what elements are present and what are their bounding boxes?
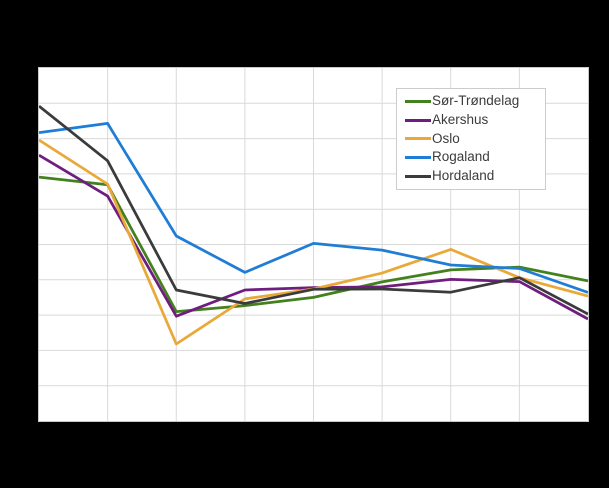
chart-legend: Sør-Trøndelag Akershus Oslo Rogaland Hor… bbox=[396, 88, 546, 190]
legend-line-swatch-rogaland bbox=[405, 156, 431, 160]
legend-item-sor-trondelag: Sør-Trøndelag bbox=[405, 92, 539, 111]
legend-item-rogaland: Rogaland bbox=[405, 148, 539, 167]
legend-label-oslo: Oslo bbox=[432, 130, 460, 146]
legend-line-swatch-hordaland bbox=[405, 175, 431, 179]
legend-line-swatch-akershus bbox=[405, 118, 431, 122]
legend-label-akershus: Akershus bbox=[432, 111, 489, 127]
legend-item-oslo: Oslo bbox=[405, 130, 539, 149]
legend-line-swatch-sor-trondelag bbox=[405, 99, 431, 103]
legend-item-hordaland: Hordaland bbox=[405, 167, 539, 186]
legend-label-rogaland: Rogaland bbox=[432, 149, 490, 165]
series-line-rogaland bbox=[39, 122, 588, 294]
legend-label-hordaland: Hordaland bbox=[432, 168, 495, 184]
legend-label-sor-trondelag: Sør-Trøndelag bbox=[432, 93, 520, 108]
legend-item-akershus: Akershus bbox=[405, 111, 539, 130]
series-line-hordaland bbox=[39, 105, 588, 316]
legend-line-swatch-oslo bbox=[405, 137, 431, 141]
plot-area: Sør-Trøndelag Akershus Oslo Rogaland Hor… bbox=[38, 67, 589, 422]
